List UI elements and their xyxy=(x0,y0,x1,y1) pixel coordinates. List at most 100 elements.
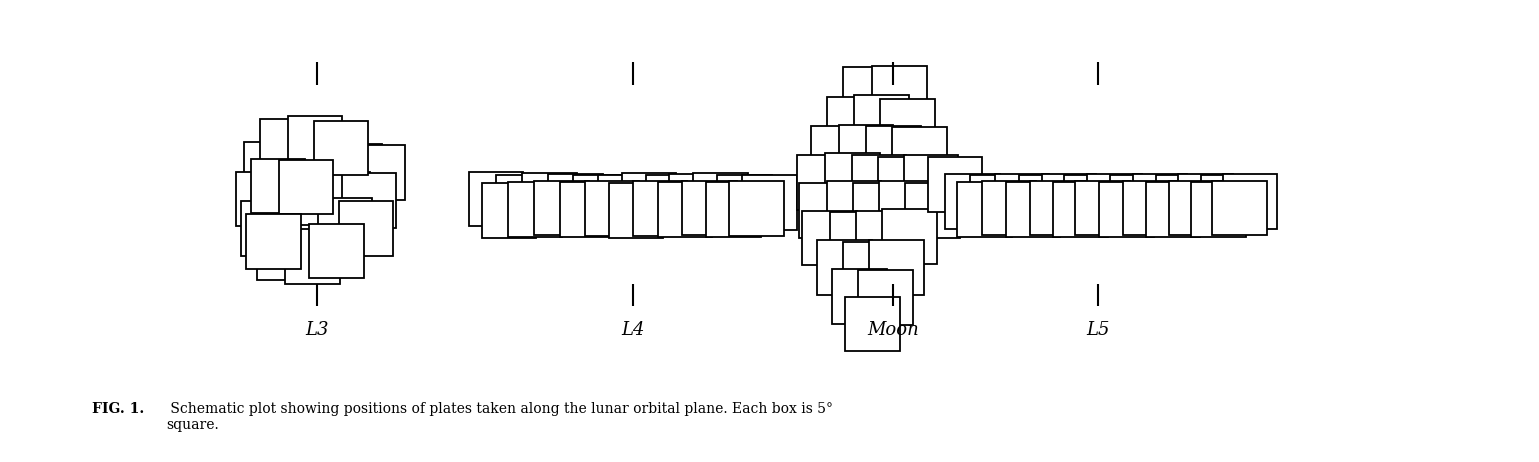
Bar xyxy=(469,171,523,226)
Bar xyxy=(945,174,1000,229)
Bar xyxy=(1030,181,1085,235)
Text: FIG. 1.: FIG. 1. xyxy=(92,402,145,416)
Bar xyxy=(560,182,614,237)
Bar xyxy=(880,98,934,153)
Bar xyxy=(903,155,959,210)
Bar xyxy=(882,209,937,264)
Bar xyxy=(1145,182,1200,237)
Bar xyxy=(260,120,315,174)
Bar xyxy=(633,181,688,236)
Bar xyxy=(957,182,1011,237)
Bar xyxy=(1076,181,1130,235)
Bar xyxy=(309,224,363,278)
Bar xyxy=(928,157,982,212)
Bar xyxy=(251,158,305,213)
Bar xyxy=(830,212,885,267)
Bar xyxy=(851,155,906,210)
Bar xyxy=(1168,181,1224,235)
Bar xyxy=(833,269,886,324)
Bar xyxy=(1007,182,1060,237)
Bar xyxy=(317,198,372,252)
Bar xyxy=(1099,182,1154,237)
Bar xyxy=(802,211,857,265)
Bar xyxy=(279,160,334,214)
Bar xyxy=(854,95,910,149)
Bar xyxy=(1191,182,1247,237)
Bar xyxy=(292,203,348,257)
Bar xyxy=(548,174,603,229)
Bar xyxy=(694,173,748,227)
Bar xyxy=(1213,181,1267,235)
Bar xyxy=(982,181,1036,235)
Bar xyxy=(843,67,897,122)
Bar xyxy=(826,97,882,152)
Bar xyxy=(508,182,562,237)
Bar xyxy=(893,127,946,182)
Bar xyxy=(1179,174,1233,229)
Bar xyxy=(706,182,762,237)
Bar xyxy=(856,211,911,265)
Bar xyxy=(817,240,871,295)
Bar xyxy=(742,176,797,230)
Bar xyxy=(866,126,920,181)
Bar xyxy=(1087,174,1142,229)
Bar xyxy=(1110,176,1165,230)
Bar xyxy=(811,126,865,181)
Bar xyxy=(289,175,345,230)
Bar xyxy=(339,201,394,255)
Bar xyxy=(1042,174,1096,229)
Bar xyxy=(970,176,1025,230)
Bar xyxy=(859,270,913,325)
Bar xyxy=(870,240,923,295)
Bar xyxy=(994,174,1050,229)
Text: L3: L3 xyxy=(305,321,329,339)
Bar xyxy=(277,138,331,192)
Bar xyxy=(482,183,537,238)
Text: Moon: Moon xyxy=(868,321,919,339)
Bar xyxy=(314,121,368,176)
Bar xyxy=(597,175,653,230)
Bar xyxy=(843,242,897,297)
Bar xyxy=(1156,176,1210,230)
Bar xyxy=(1065,176,1119,230)
Bar xyxy=(622,173,677,227)
Bar xyxy=(315,171,371,226)
Bar xyxy=(657,182,713,237)
Bar xyxy=(235,171,291,226)
Bar xyxy=(285,229,340,284)
Bar xyxy=(522,173,577,227)
Bar xyxy=(534,181,588,235)
Bar xyxy=(905,183,960,238)
Bar xyxy=(877,157,933,212)
Bar xyxy=(799,183,854,238)
Bar xyxy=(1123,181,1177,235)
Text: L5: L5 xyxy=(1087,321,1110,339)
Bar xyxy=(496,175,551,230)
Bar xyxy=(305,140,360,195)
Bar xyxy=(1222,174,1277,229)
Text: Schematic plot showing positions of plates taken along the lunar orbital plane. : Schematic plot showing positions of plat… xyxy=(166,402,833,432)
Bar xyxy=(825,153,880,208)
Bar xyxy=(845,297,900,351)
Bar xyxy=(826,181,882,236)
Bar xyxy=(682,181,737,235)
Bar xyxy=(246,214,300,268)
Text: L4: L4 xyxy=(622,321,645,339)
Bar xyxy=(573,176,628,230)
Bar xyxy=(263,173,319,227)
Bar xyxy=(585,181,639,236)
Bar xyxy=(1133,174,1188,229)
Bar xyxy=(1053,182,1108,237)
Bar xyxy=(245,142,299,197)
Bar xyxy=(717,175,773,230)
Bar xyxy=(342,173,397,227)
Bar xyxy=(729,181,783,236)
Bar xyxy=(646,176,700,230)
Bar xyxy=(266,199,322,254)
Bar xyxy=(288,116,343,171)
Bar xyxy=(351,146,405,200)
Bar xyxy=(609,183,663,238)
Bar xyxy=(1019,176,1074,230)
Bar xyxy=(853,183,908,238)
Bar xyxy=(326,144,382,199)
